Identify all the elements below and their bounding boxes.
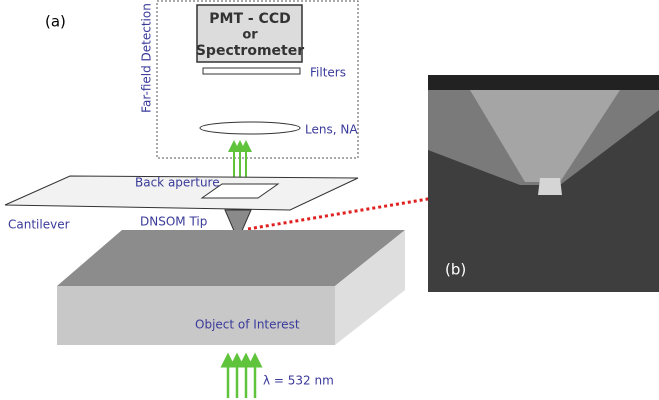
filters-label: Filters [310, 66, 346, 80]
back-aperture [200, 183, 280, 199]
filter [202, 67, 301, 75]
far-field-label: Far-field Detection [140, 3, 154, 113]
panel-label: (b) [445, 261, 466, 279]
wavelength-label: λ = 532 nm [263, 374, 334, 388]
detector-text: or [242, 28, 258, 43]
detector [196, 4, 303, 63]
detection-box [156, 0, 359, 159]
object-top [57, 230, 405, 286]
lens-label: Lens, NA [305, 123, 358, 137]
excitation-beam [220, 352, 263, 398]
object-label: Object of Interest [195, 318, 300, 332]
object-side [335, 230, 405, 345]
cantilever-label: Cantilever [8, 218, 70, 232]
tip-label: DNSOM Tip [140, 215, 207, 229]
tip [224, 209, 252, 242]
lens [199, 121, 301, 135]
sem-image [428, 75, 659, 292]
back-aperture-label: Back aperture [135, 176, 220, 190]
detector-text: PMT - CCD [209, 11, 290, 27]
detector-text: Spectrometer [196, 43, 304, 59]
object-front [57, 286, 335, 345]
panel-label: (a) [45, 13, 66, 31]
